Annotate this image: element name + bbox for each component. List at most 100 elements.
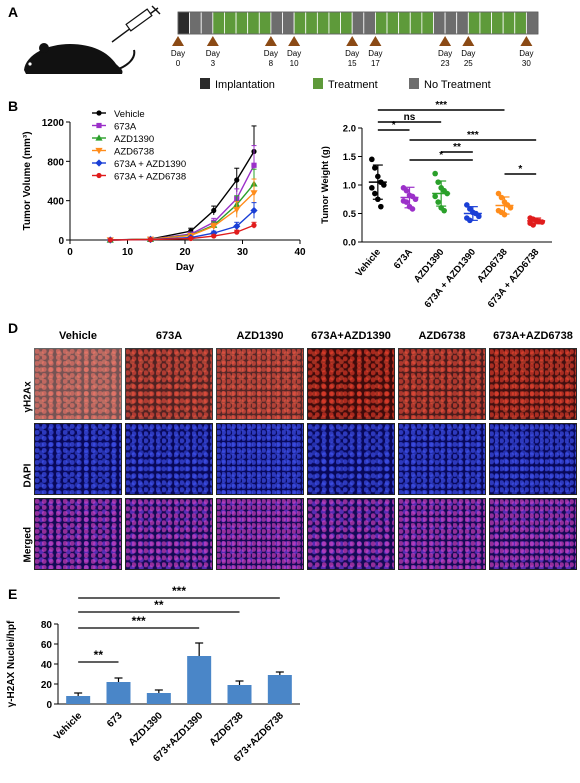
timeline-bar bbox=[177, 11, 539, 35]
y-tick-label: 60 bbox=[41, 640, 53, 651]
data-point bbox=[507, 205, 514, 211]
data-point bbox=[234, 177, 240, 183]
data-point bbox=[234, 229, 240, 235]
legend-marker bbox=[96, 172, 102, 179]
legend-label: AZD1390 bbox=[114, 134, 154, 145]
significance-label: *** bbox=[435, 100, 447, 111]
data-point bbox=[211, 207, 217, 214]
data-point bbox=[372, 190, 378, 197]
timeline-day-cell bbox=[270, 11, 283, 35]
timeline-day-cell bbox=[328, 11, 341, 35]
y-tick-label: 0 bbox=[58, 236, 64, 247]
day-marker-icon bbox=[288, 36, 301, 46]
micrograph-image bbox=[34, 423, 122, 495]
x-category-label: Vehicle bbox=[52, 710, 84, 742]
micrograph-image bbox=[34, 348, 122, 420]
micrograph-image bbox=[216, 423, 304, 495]
day-number-label: 17 bbox=[371, 59, 380, 68]
legend-label: 673A bbox=[114, 122, 137, 133]
micrograph-column-label: AZD6738 bbox=[418, 330, 466, 342]
day-marker-icon bbox=[439, 36, 452, 46]
y-tick-label: 40 bbox=[41, 660, 53, 671]
y-tick-label: 1.0 bbox=[343, 181, 356, 192]
micrograph-image bbox=[489, 498, 577, 570]
timeline-day-cell bbox=[235, 11, 249, 35]
series-line bbox=[110, 224, 255, 241]
panel-e-charts: 0 20 40 60 80 γ-H2AX Nuclei/hpf Vehicle 673 AZD1… bbox=[6, 586, 300, 764]
legend-label: Vehicle bbox=[114, 109, 145, 120]
legend-label: Implantation bbox=[215, 79, 275, 91]
x-tick-label: 40 bbox=[294, 247, 306, 258]
bar bbox=[106, 682, 131, 704]
data-point bbox=[250, 190, 258, 197]
timeline-day-cell bbox=[177, 11, 191, 35]
day-marker-icon bbox=[206, 36, 219, 46]
y-axis-title: γ-H2AX Nuclei/hpf bbox=[6, 620, 17, 707]
significance-label: ns bbox=[404, 112, 416, 123]
panel-b-letter: B bbox=[8, 98, 19, 114]
legend-label: AZD6738 bbox=[114, 147, 154, 158]
y-tick-label: 400 bbox=[47, 197, 64, 208]
timeline-day-cell bbox=[282, 11, 295, 35]
day-marker-icon bbox=[369, 36, 382, 46]
gamma-h2ax-bar-chart: 0 20 40 60 80 γ-H2AX Nuclei/hpf Vehicle 673 AZD1… bbox=[6, 586, 300, 764]
legend-marker bbox=[95, 134, 103, 141]
data-point bbox=[210, 223, 218, 230]
timeline-day-cell bbox=[363, 11, 376, 35]
day-number-label: 15 bbox=[348, 59, 357, 68]
y-tick-label: 1.5 bbox=[343, 152, 357, 163]
data-point bbox=[251, 222, 257, 228]
data-point bbox=[147, 237, 154, 243]
timeline-day-cell bbox=[340, 11, 353, 35]
data-point bbox=[372, 165, 378, 171]
micrograph-image bbox=[125, 348, 213, 420]
micrograph-image bbox=[398, 348, 486, 420]
panel-d-letter: D bbox=[8, 320, 19, 336]
data-point bbox=[435, 179, 441, 185]
timeline-day-cell bbox=[409, 11, 423, 35]
syringe-illustration bbox=[111, 5, 161, 43]
y-tick-label: 1200 bbox=[42, 118, 65, 129]
significance-label: ** bbox=[154, 598, 164, 612]
y-tick-label: 20 bbox=[41, 680, 53, 691]
x-tick-label: 10 bbox=[122, 247, 134, 258]
y-tick-label: 0.5 bbox=[343, 209, 357, 220]
micrograph-image bbox=[489, 423, 577, 495]
micrograph-column-label: 673A+AZD6738 bbox=[493, 330, 573, 342]
legend-swatch bbox=[200, 78, 210, 89]
x-category-label: Vehicle bbox=[354, 247, 383, 279]
day-prefix-label: Day bbox=[519, 49, 533, 58]
legend-marker bbox=[96, 110, 102, 116]
x-category-label: 673 bbox=[105, 710, 125, 730]
legend-marker bbox=[95, 159, 103, 167]
data-point bbox=[188, 235, 194, 242]
day-marker-icon bbox=[462, 36, 475, 46]
timeline-day-cell bbox=[421, 11, 434, 35]
y-tick-label: 2.0 bbox=[343, 124, 356, 135]
micrograph-image bbox=[216, 348, 304, 420]
significance-label: *** bbox=[172, 586, 186, 598]
data-point bbox=[403, 199, 410, 205]
day-prefix-label: Day bbox=[287, 49, 301, 58]
timeline-day-cell bbox=[467, 11, 481, 35]
timeline-day-cell bbox=[189, 11, 202, 35]
y-tick-label: 800 bbox=[47, 157, 64, 168]
timeline-day-cell bbox=[386, 11, 400, 35]
data-point bbox=[233, 206, 241, 214]
micrograph-column-label: Vehicle bbox=[59, 330, 97, 342]
day-marker-icon bbox=[520, 36, 533, 46]
significance-label: *** bbox=[467, 130, 479, 141]
day-prefix-label: Day bbox=[368, 49, 382, 58]
day-prefix-label: Day bbox=[438, 49, 452, 58]
x-axis-title: Day bbox=[176, 262, 195, 273]
timeline-day-cell bbox=[293, 11, 307, 35]
micrograph-row-label: Merged bbox=[22, 526, 34, 563]
day-number-label: 30 bbox=[522, 59, 531, 68]
panel-a-letter: A bbox=[8, 4, 19, 20]
day-number-label: 10 bbox=[290, 59, 299, 68]
timeline-day-cell bbox=[514, 11, 527, 35]
bar bbox=[66, 696, 91, 704]
legend-marker bbox=[96, 122, 102, 129]
day-marker-icon bbox=[346, 36, 359, 46]
day-marker-icon bbox=[264, 36, 277, 46]
